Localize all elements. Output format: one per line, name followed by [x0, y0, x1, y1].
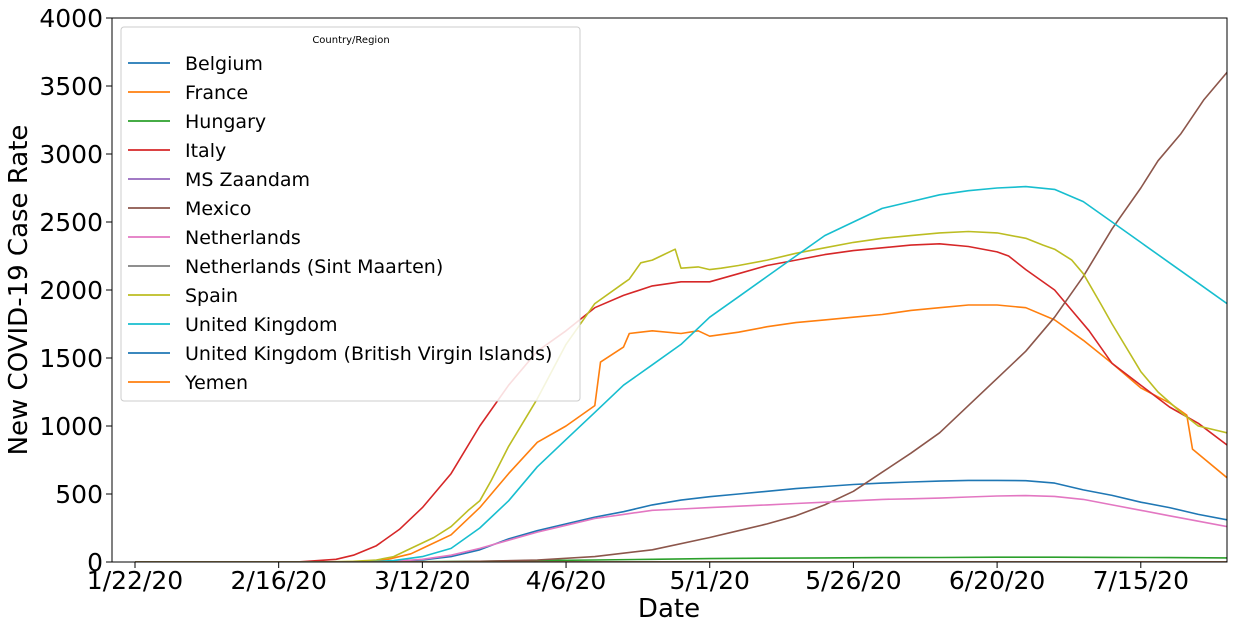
- legend-label-belgium: Belgium: [185, 53, 263, 75]
- x-axis-title: Date: [638, 594, 700, 624]
- series-line-netherlands: [135, 494, 1227, 562]
- y-tick-label: 0: [87, 548, 103, 577]
- legend-label-spain: Spain: [185, 285, 238, 307]
- legend: Country/Region Belgium France Hungary Italy…: [120, 26, 581, 402]
- series-line-spain: [135, 230, 1227, 562]
- y-axis: 0 500 1000 1500 2000 2500 3000 3500 4000: [39, 4, 112, 577]
- legend-label-france: France: [185, 82, 248, 104]
- y-tick-label: 2500: [39, 208, 103, 237]
- series-line-belgium: [135, 479, 1227, 562]
- series-line-united-kingdom: [135, 185, 1227, 562]
- x-tick-label: 1/22/20: [87, 566, 183, 595]
- y-tick-label: 1500: [39, 344, 103, 373]
- x-axis: 1/22/20 2/16/20 3/12/20 4/6/20 5/1/20 5/26/20…: [87, 562, 1189, 595]
- legend-label-yemen: Yemen: [184, 372, 248, 394]
- legend-title: Country/Region: [312, 35, 389, 46]
- x-tick-label: 4/6/20: [526, 566, 606, 595]
- y-tick-label: 3000: [39, 140, 103, 169]
- x-tick-label: 2/16/20: [230, 566, 326, 595]
- y-tick-label: 2000: [39, 276, 103, 305]
- legend-label-ms-zaandam: MS Zaandam: [185, 169, 310, 191]
- x-tick-label: 7/15/20: [1093, 566, 1189, 595]
- legend-label-netherlands: Netherlands: [185, 227, 301, 249]
- legend-label-mexico: Mexico: [185, 198, 251, 220]
- x-tick-label: 3/12/20: [374, 566, 470, 595]
- legend-label-italy: Italy: [185, 140, 226, 162]
- legend-label-hungary: Hungary: [185, 111, 266, 133]
- series-line-france: [135, 304, 1227, 562]
- legend-box: [120, 26, 581, 402]
- legend-label-united-kingdom: United Kingdom: [185, 314, 338, 336]
- series-line-mexico: [135, 71, 1227, 562]
- y-axis-title: New COVID-19 Case Rate: [4, 125, 34, 456]
- y-tick-label: 500: [55, 480, 103, 509]
- x-tick-label: 5/1/20: [669, 566, 749, 595]
- series-layer: [135, 71, 1227, 562]
- legend-label-netherlands-sint-maarten: Netherlands (Sint Maarten): [185, 256, 443, 278]
- legend-items: Belgium France Hungary Italy MS Zaandam Mexic…: [128, 53, 552, 394]
- y-tick-label: 3500: [39, 72, 103, 101]
- legend-label-united-kingdom-british-virgin-islands: United Kingdom (British Virgin Islands): [185, 343, 552, 365]
- x-tick-label: 5/26/20: [805, 566, 901, 595]
- y-tick-label: 1000: [39, 412, 103, 441]
- x-tick-label: 6/20/20: [949, 566, 1045, 595]
- y-tick-label: 4000: [39, 4, 103, 33]
- series-line-italy: [135, 243, 1227, 562]
